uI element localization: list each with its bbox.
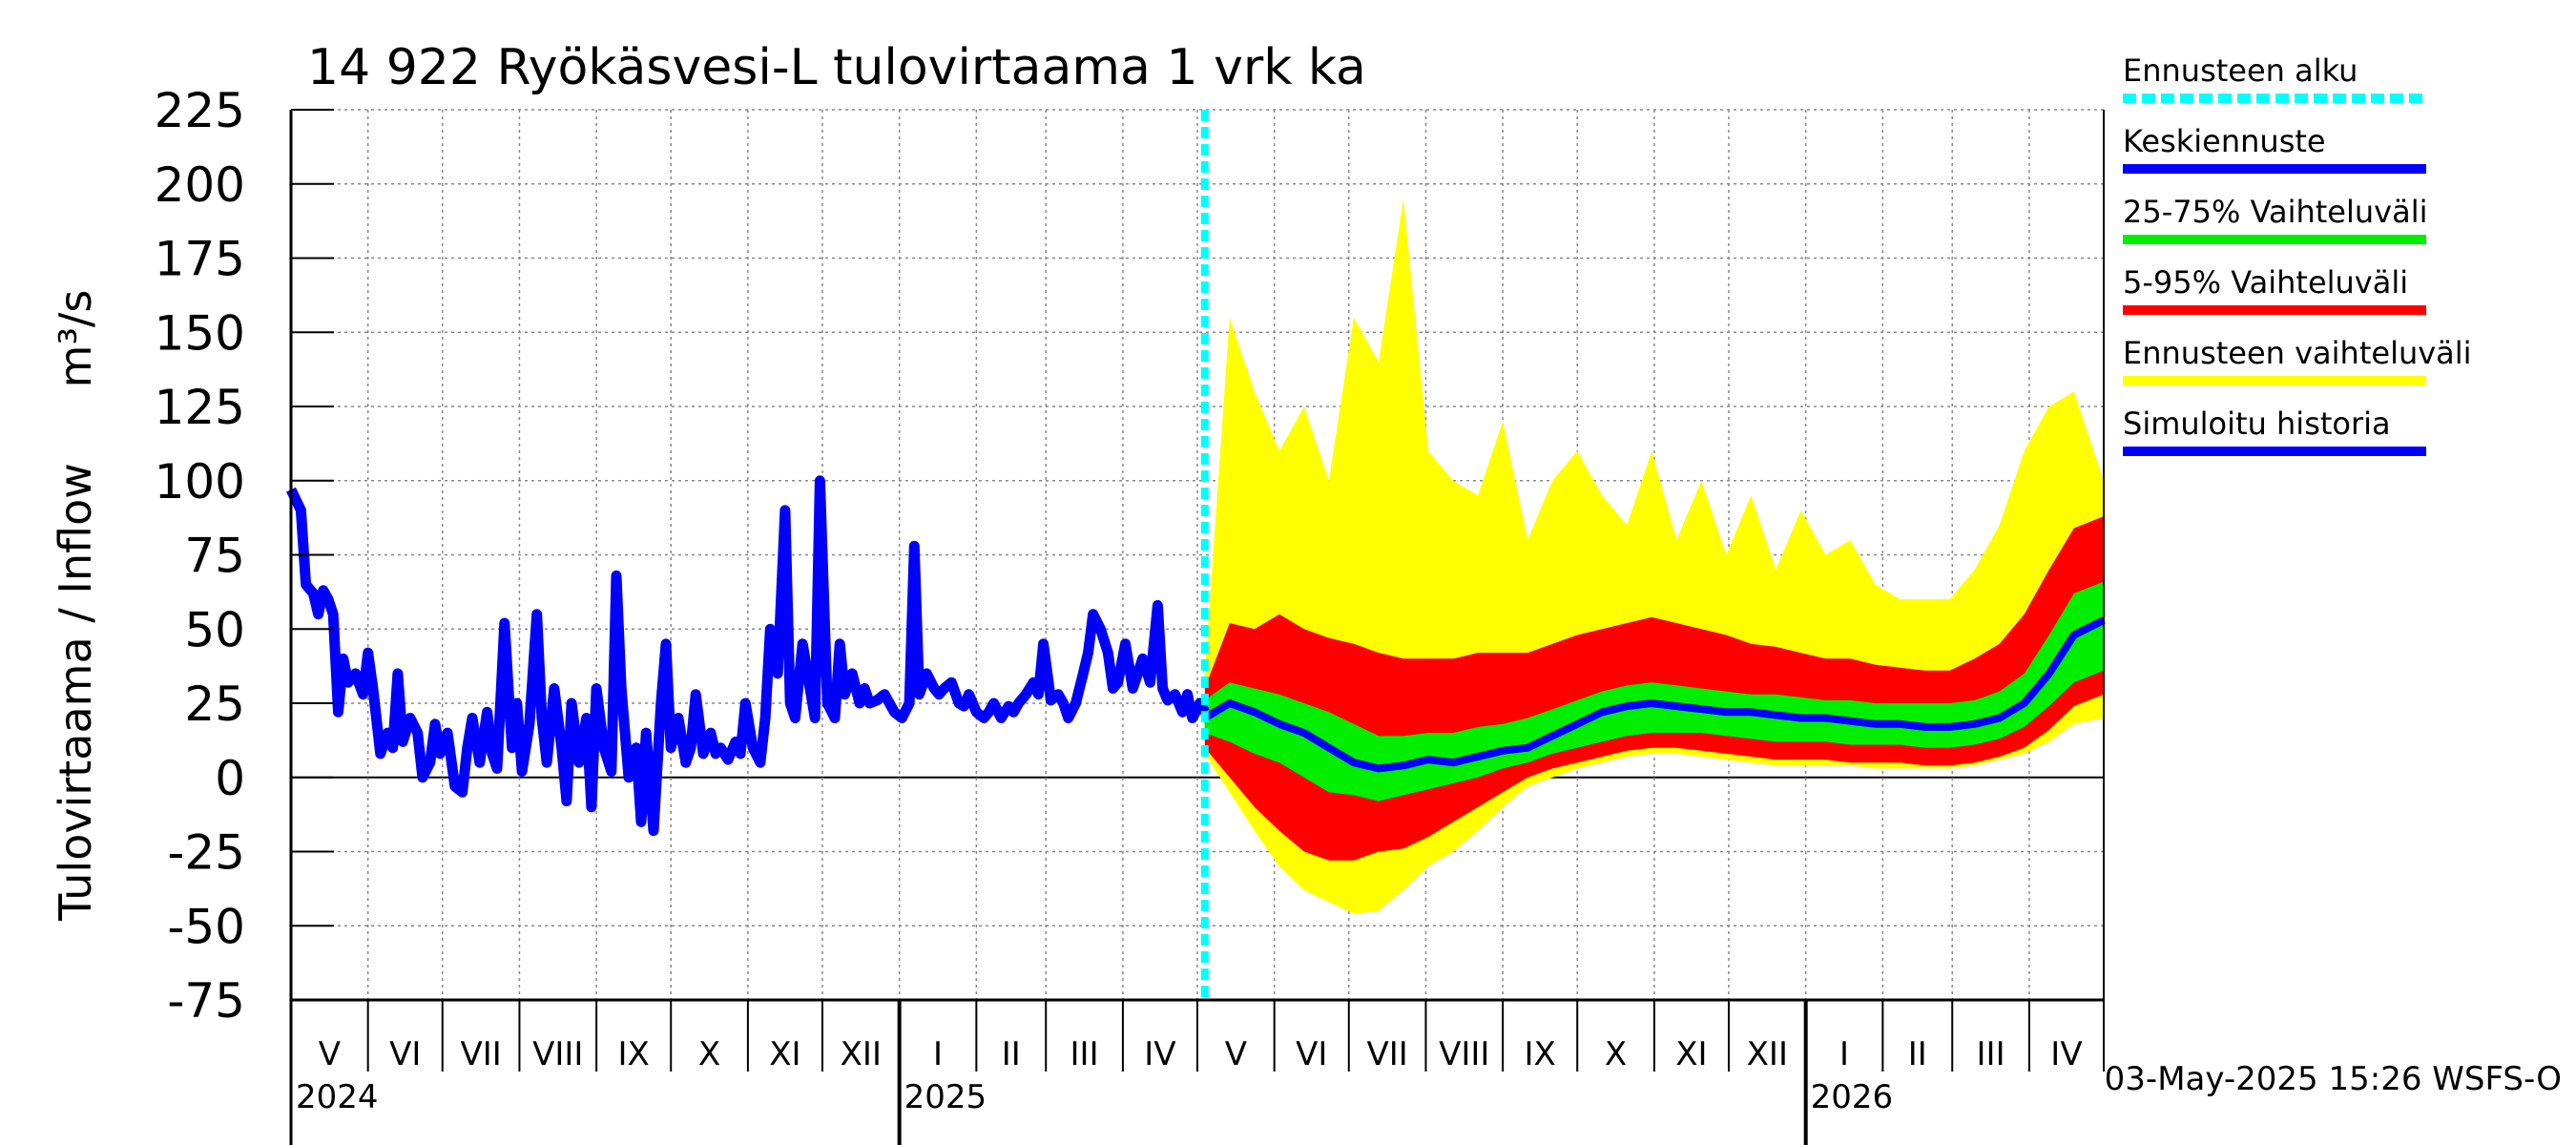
month-label: II — [1908, 1035, 1927, 1073]
month-label: X — [698, 1035, 720, 1073]
month-label: V — [1225, 1035, 1247, 1073]
year-label: 2024 — [296, 1078, 379, 1116]
y-tick-label: 200 — [155, 157, 245, 213]
month-label: I — [1839, 1035, 1849, 1073]
y-tick-label: -50 — [167, 899, 245, 954]
month-label: IX — [618, 1035, 650, 1073]
forecast-bands — [1204, 198, 2104, 914]
band-p25-p75 — [1204, 581, 2104, 802]
legend-label: Ennusteen vaihteluväli — [2123, 335, 2472, 371]
axes — [289, 109, 2105, 1145]
month-label: V — [319, 1035, 341, 1073]
month-label: XII — [1747, 1035, 1788, 1073]
y-tick-label: -75 — [167, 973, 245, 1029]
x-tick-labels: V VI VII VIII IX X XI XII I II III IV V VI VII VIII IX X X… — [296, 1035, 2083, 1116]
month-label: VIII — [1439, 1035, 1489, 1073]
y-tick-labels: 225 200 175 150 125 100 75 50 25 0 -25 -50 -75 — [155, 83, 245, 1029]
y-tick-label: 150 — [155, 305, 245, 361]
y-tick-label: 25 — [184, 677, 245, 732]
month-label: VIII — [532, 1035, 583, 1073]
y-axis-label: Tulovirtaama / Inflow — [50, 463, 101, 922]
chart-title: 14 922 Ryökäsvesi-L tulovirtaama 1 vrk k… — [307, 39, 1366, 96]
series-lines — [286, 110, 2106, 1000]
legend-label: Ennusteen alku — [2123, 52, 2358, 89]
month-label: VII — [1366, 1035, 1407, 1073]
simulated-history-line — [286, 475, 1210, 837]
month-label: IV — [2050, 1035, 2082, 1073]
y-tick-label: 175 — [155, 232, 245, 287]
legend-label: Simuloitu historia — [2123, 406, 2391, 442]
month-label: I — [933, 1035, 943, 1073]
y-tick-label: -25 — [167, 825, 245, 881]
month-label: II — [1002, 1035, 1021, 1073]
month-label: XI — [1675, 1035, 1707, 1073]
month-label: IV — [1144, 1035, 1175, 1073]
year-label: 2025 — [904, 1078, 987, 1116]
legend-label: 25-75% Vaihteluväli — [2123, 194, 2427, 230]
y-tick-label: 225 — [155, 83, 245, 138]
y-tick-label: 0 — [215, 751, 245, 806]
legend-label: 5-95% Vaihteluväli — [2123, 264, 2408, 301]
month-label: X — [1605, 1035, 1627, 1073]
month-label: VI — [1296, 1035, 1327, 1073]
legend-label: Keskiennuste — [2123, 123, 2326, 159]
month-label: XII — [841, 1035, 882, 1073]
month-label: III — [1977, 1035, 2005, 1073]
y-tick-label: 50 — [184, 602, 245, 657]
month-label: VII — [460, 1035, 501, 1073]
y-tick-label: 75 — [184, 529, 245, 584]
month-label: IX — [1525, 1035, 1556, 1073]
y-axis-unit: m³/s — [50, 290, 101, 388]
footer-timestamp: 03-May-2025 15:26 WSFS-O — [2105, 1060, 2562, 1098]
legend: Ennusteen alku Keskiennuste 25-75% Vaihtel… — [2123, 52, 2472, 456]
y-tick-label: 125 — [155, 380, 245, 435]
median-forecast-line — [1202, 616, 2106, 773]
month-label: XI — [769, 1035, 800, 1073]
year-label: 2026 — [1811, 1078, 1894, 1116]
month-label: III — [1070, 1035, 1099, 1073]
month-label: VI — [389, 1035, 421, 1073]
y-tick-label: 100 — [155, 454, 245, 510]
